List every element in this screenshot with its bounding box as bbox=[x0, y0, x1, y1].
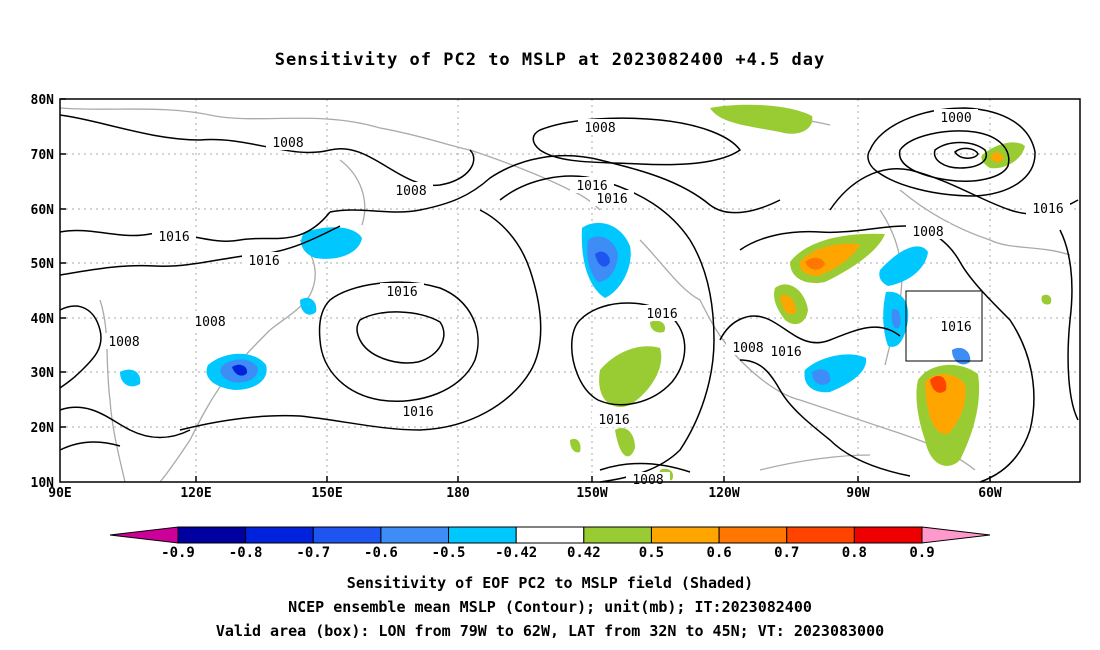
shade-pos-arctic bbox=[710, 104, 813, 134]
colorbar-label-10: 0.8 bbox=[842, 545, 867, 561]
colorbar-labels: -0.9 -0.8 -0.7 -0.6 -0.5 -0.42 0.42 0.5 0.6 0.7 0.… bbox=[161, 545, 935, 561]
contour-label-1: 1008 bbox=[272, 136, 303, 151]
colorbar-label-8: 0.6 bbox=[706, 545, 731, 561]
lon-label-90w: 90W bbox=[846, 486, 870, 501]
shade-neg-atlantic bbox=[952, 347, 971, 365]
lon-label-60w: 60W bbox=[978, 486, 1002, 501]
shade-neg-labrador bbox=[879, 246, 928, 286]
valid-area-box bbox=[905, 290, 983, 362]
contour-label-11: 1016 bbox=[386, 285, 417, 300]
shade-pos-caribbean-core bbox=[930, 375, 947, 393]
contour-label-12: 1008 bbox=[194, 315, 225, 330]
colorbar-label-0: -0.9 bbox=[161, 545, 195, 561]
contour-label-2: 1008 bbox=[584, 121, 615, 136]
colorbar-swatch-0 bbox=[109, 526, 179, 544]
shade-pos-canada-core bbox=[805, 257, 825, 270]
shade-pos-atlantic-small bbox=[1041, 294, 1052, 305]
lon-label-120w: 120W bbox=[708, 486, 739, 501]
shade-pos-plains-core bbox=[780, 294, 796, 315]
caption-line-1: Sensitivity of EOF PC2 to MSLP field (Sh… bbox=[346, 574, 754, 592]
lat-label-40n: 40N bbox=[31, 312, 55, 327]
shade-neg-taiwan-core bbox=[232, 364, 248, 376]
shade-pos-pacific-south2 bbox=[570, 438, 581, 453]
shade-neg-china bbox=[120, 369, 141, 387]
lat-label-30n: 30N bbox=[31, 366, 55, 381]
colorbar-swatch-4 bbox=[380, 526, 450, 544]
shade-pos-pacific-mid bbox=[599, 346, 662, 407]
lon-label-150w: 150W bbox=[576, 486, 607, 501]
colorbar-swatch-1 bbox=[177, 526, 247, 544]
contour-label-17: 1008 bbox=[732, 341, 763, 356]
colorbar-label-2: -0.7 bbox=[296, 545, 330, 561]
lon-label-120e: 120E bbox=[180, 486, 211, 501]
colorbar-swatch-12 bbox=[921, 526, 991, 544]
colorbar-label-7: 0.5 bbox=[639, 545, 664, 561]
contour-label-7: 1016 bbox=[1032, 202, 1063, 217]
lon-label-90e: 90E bbox=[48, 486, 71, 501]
colorbar-label-9: 0.7 bbox=[774, 545, 799, 561]
colorbar-swatch-6 bbox=[515, 526, 585, 544]
colorbar-swatch-7 bbox=[583, 526, 652, 544]
colorbar-swatch-5 bbox=[448, 526, 517, 544]
contour-label-16: 1016 bbox=[770, 345, 801, 360]
tick-marks bbox=[60, 98, 991, 482]
caption-line-3: Valid area (box): LON from 79W to 62W, L… bbox=[215, 622, 885, 640]
contour-label-9: 1016 bbox=[248, 254, 279, 269]
lat-label-80n: 80N bbox=[31, 93, 55, 108]
contour-label-15: 1016 bbox=[940, 320, 971, 335]
colorbar-swatch-2 bbox=[245, 526, 314, 544]
shade-pos-greenland-core bbox=[990, 152, 1004, 163]
map-frame bbox=[59, 98, 1081, 483]
colorbar-swatch-11 bbox=[853, 526, 923, 544]
contour-label-8: 1016 bbox=[158, 230, 189, 245]
contour-label-19: 1016 bbox=[598, 413, 629, 428]
lon-label-150e: 150E bbox=[311, 486, 342, 501]
caption-line-2: NCEP ensemble mean MSLP (Contour); unit(… bbox=[288, 598, 812, 616]
contour-label-14: 1008 bbox=[108, 335, 139, 350]
contour-label-13: 1016 bbox=[646, 307, 677, 322]
colorbar-swatch-10 bbox=[786, 526, 855, 544]
colorbar-swatch-9 bbox=[718, 526, 788, 544]
shade-pos-pacific-small bbox=[650, 320, 666, 333]
colorbar bbox=[109, 526, 991, 544]
contour-labels: 1008 1008 1008 1000 1016 1016 1016 1016 … bbox=[102, 109, 1070, 488]
colorbar-swatch-8 bbox=[650, 526, 720, 544]
lat-label-10n: 10N bbox=[31, 476, 55, 491]
contour-label-4: 1000 bbox=[940, 111, 971, 126]
lat-label-50n: 50N bbox=[31, 257, 55, 272]
shade-neg-gulf-mexico-core bbox=[812, 369, 831, 385]
colorbar-label-5: -0.42 bbox=[495, 545, 537, 561]
contour-label-20: 1008 bbox=[632, 473, 663, 488]
colorbar-label-4: -0.5 bbox=[432, 545, 466, 561]
shade-neg-japan bbox=[300, 297, 317, 315]
lat-axis-labels: 80N 70N 60N 50N 40N 30N 20N 10N bbox=[31, 93, 55, 491]
shade-pos-greenland bbox=[981, 142, 1025, 169]
contour-label-10: 1008 bbox=[912, 225, 943, 240]
lat-label-60n: 60N bbox=[31, 203, 55, 218]
shade-neg-nwpacific bbox=[301, 227, 362, 259]
lon-label-180: 180 bbox=[446, 486, 470, 501]
contour-label-18: 1016 bbox=[402, 405, 433, 420]
colorbar-label-6: 0.42 bbox=[567, 545, 601, 561]
sensitivity-shading bbox=[120, 104, 1052, 481]
colorbar-label-1: -0.8 bbox=[229, 545, 263, 561]
colorbar-label-3: -0.6 bbox=[364, 545, 398, 561]
lat-label-70n: 70N bbox=[31, 148, 55, 163]
map-title: Sensitivity of PC2 to MSLP at 2023082400… bbox=[274, 50, 826, 70]
contour-label-3: 1008 bbox=[395, 184, 426, 199]
contour-label-6: 1016 bbox=[596, 192, 627, 207]
shade-neg-gulf-alaska-core bbox=[595, 251, 610, 267]
shade-pos-pacific-south bbox=[615, 428, 635, 457]
colorbar-label-11: 0.9 bbox=[909, 545, 934, 561]
lat-label-20n: 20N bbox=[31, 421, 55, 436]
shade-neg-us-east-core bbox=[891, 308, 901, 329]
lon-axis-labels: 90E 120E 150E 180 150W 120W 90W 60W bbox=[48, 486, 1002, 501]
colorbar-swatch-3 bbox=[312, 526, 382, 544]
